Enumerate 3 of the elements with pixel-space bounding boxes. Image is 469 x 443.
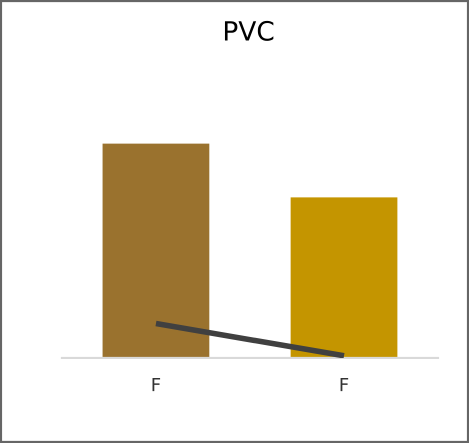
x-tick-label: F — [152, 378, 160, 392]
chart-title: PVC — [224, 20, 274, 41]
x-tick-label: F — [340, 378, 348, 392]
